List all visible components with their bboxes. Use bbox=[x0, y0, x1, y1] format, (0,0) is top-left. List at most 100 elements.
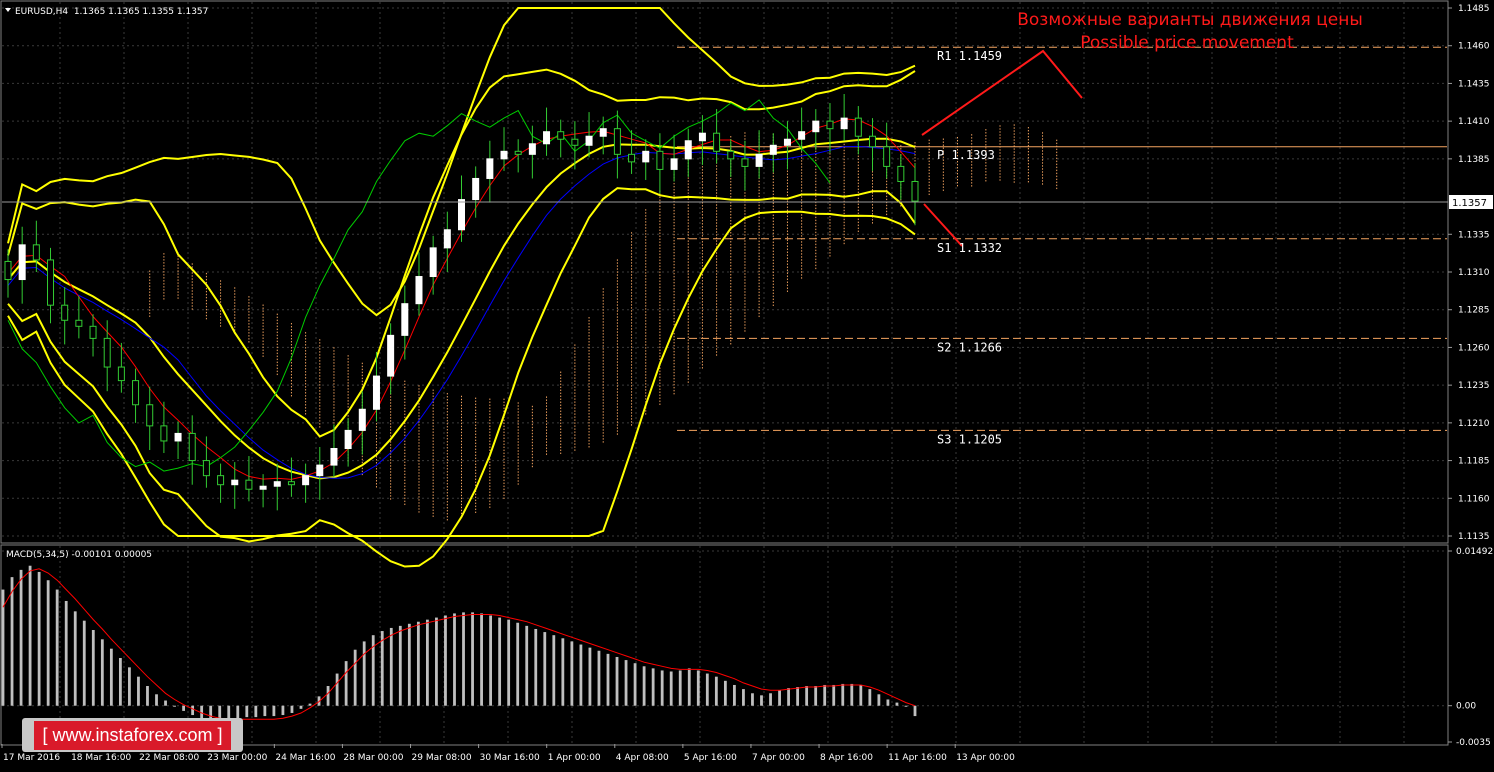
candle-bull bbox=[528, 143, 536, 155]
macd-bar bbox=[859, 684, 863, 706]
candle-bull bbox=[273, 481, 281, 487]
macd-signal-line bbox=[2, 568, 916, 720]
macd-bar bbox=[597, 650, 601, 706]
pivot-label-p: P 1.1393 bbox=[937, 148, 995, 162]
time-tick-label: 22 Mar 08:00 bbox=[139, 753, 199, 763]
candle-bull bbox=[316, 464, 324, 477]
candle-bear bbox=[613, 128, 621, 155]
pivot-label-s2: S2 1.1266 bbox=[937, 340, 1002, 354]
symbol-info: EURUSD,H4 1.1365 1.1365 1.1355 1.1357 bbox=[15, 7, 208, 17]
macd-tick-label: -0.0035 bbox=[1456, 738, 1491, 748]
macd-bar bbox=[425, 619, 429, 706]
macd-bar bbox=[462, 612, 465, 706]
macd-panel-frame bbox=[0, 544, 1449, 746]
macd-bar bbox=[904, 705, 908, 707]
pivot-label-r1: R1 1.1459 bbox=[937, 49, 1002, 63]
price-axis: 1.1485 1.1460 1.1435 1.1410 1.1385 1.1335 1.13… bbox=[1448, 4, 1490, 542]
macd-bar bbox=[696, 670, 700, 706]
macd-bar bbox=[543, 632, 547, 706]
candle-bull bbox=[783, 138, 791, 146]
macd-bar bbox=[227, 705, 231, 719]
macd-bar bbox=[209, 705, 213, 720]
macd-bar bbox=[841, 683, 845, 706]
macd-bar bbox=[191, 705, 195, 716]
macd-bar bbox=[480, 613, 483, 706]
candle-bear bbox=[514, 150, 522, 155]
candle-bull bbox=[698, 132, 706, 142]
macd-bar bbox=[299, 705, 303, 709]
macd-bar bbox=[823, 684, 827, 706]
price-tick-label: 1.1335 bbox=[1458, 230, 1490, 240]
macd-bar bbox=[570, 641, 574, 706]
candle-bear bbox=[245, 479, 253, 490]
macd-bar bbox=[633, 663, 637, 706]
macd-bar bbox=[579, 644, 583, 706]
candle-bear bbox=[117, 366, 125, 382]
time-tick-label: 30 Mar 16:00 bbox=[480, 753, 540, 763]
candle-bull bbox=[684, 140, 692, 160]
time-tick-label: 7 Apr 00:00 bbox=[752, 753, 805, 763]
current-price-marker: 1.1357 bbox=[2, 195, 1493, 209]
candle-bull bbox=[500, 150, 508, 160]
price-tick-label: 1.1135 bbox=[1458, 532, 1490, 542]
macd-bar bbox=[805, 686, 809, 706]
macd-bar bbox=[64, 600, 68, 706]
time-tick-label: 13 Apr 00:00 bbox=[956, 753, 1015, 763]
forecast-arrows bbox=[921, 49, 1083, 247]
macd-bar bbox=[471, 612, 474, 706]
candle-bear bbox=[217, 475, 225, 486]
time-tick-label: 18 Mar 16:00 bbox=[71, 753, 131, 763]
macd-bar bbox=[489, 615, 493, 706]
candle-bear bbox=[628, 153, 636, 163]
macd-bar bbox=[814, 686, 818, 706]
price-tick-label: 1.1485 bbox=[1458, 4, 1490, 14]
macd-signal bbox=[2, 568, 916, 720]
macd-bar bbox=[733, 684, 736, 706]
current-price-label: 1.1357 bbox=[1452, 198, 1487, 209]
time-tick-label: 8 Apr 16:00 bbox=[820, 753, 873, 763]
candle-bull bbox=[755, 153, 763, 167]
chart-menu-triangle-icon[interactable] bbox=[5, 8, 11, 12]
candle-bull bbox=[174, 432, 182, 442]
candle-bear bbox=[826, 120, 834, 130]
macd-bar bbox=[73, 611, 77, 706]
macd-bar bbox=[913, 705, 917, 717]
macd-bar bbox=[371, 635, 375, 706]
price-tick-label: 1.1185 bbox=[1458, 457, 1490, 467]
macd-bar bbox=[516, 622, 520, 706]
macd-bar bbox=[37, 571, 41, 706]
pivot-label-s3: S3 1.1205 bbox=[937, 432, 1002, 446]
candle-bull bbox=[302, 475, 310, 486]
macd-bar bbox=[588, 647, 592, 706]
price-tick-label: 1.1410 bbox=[1458, 117, 1490, 127]
macd-bar bbox=[308, 703, 312, 706]
macd-bar bbox=[173, 705, 176, 707]
macd-bar bbox=[236, 705, 240, 719]
macd-bar bbox=[796, 687, 800, 706]
candle-bear bbox=[911, 180, 919, 202]
macd-bar bbox=[344, 661, 348, 706]
time-tick-label: 5 Apr 16:00 bbox=[684, 753, 737, 763]
macd-bar bbox=[624, 660, 628, 706]
macd-bar bbox=[651, 668, 655, 706]
macd-bar bbox=[742, 689, 745, 706]
kijun-sen-line bbox=[7, 145, 916, 479]
macd-bar bbox=[407, 623, 411, 706]
candle-bull bbox=[429, 247, 437, 278]
macd-bar bbox=[118, 658, 122, 706]
time-tick-label: 11 Apr 16:00 bbox=[888, 753, 947, 763]
price-tick-label: 1.1460 bbox=[1458, 42, 1490, 52]
macd-bar bbox=[642, 666, 646, 706]
candle-bull bbox=[344, 429, 352, 450]
macd-bar bbox=[82, 620, 86, 706]
candle-bull bbox=[259, 485, 267, 490]
pivot-labels: R1 1.1459 P 1.1393 S1 1.1332 S2 1.1266 S3 1.… bbox=[937, 49, 1002, 446]
macd-bar bbox=[444, 615, 447, 706]
candle-bear bbox=[61, 304, 69, 321]
forecast-title-ru: Возможные варианты движения цены bbox=[1017, 10, 1363, 30]
macd-bar bbox=[146, 686, 149, 706]
candle-bear bbox=[202, 460, 210, 477]
tenkan-sen-line bbox=[7, 118, 916, 480]
candle-bear bbox=[868, 135, 876, 148]
candle-bear bbox=[883, 146, 891, 167]
